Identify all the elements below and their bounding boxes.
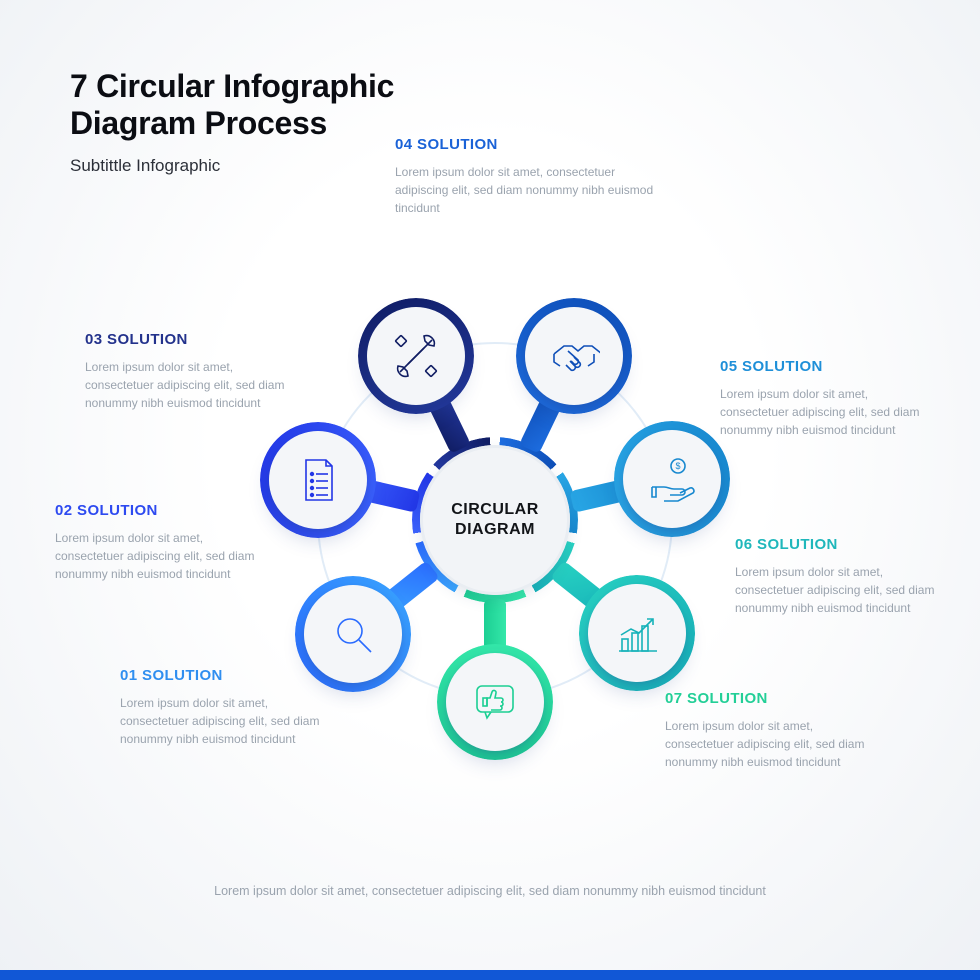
- hub: CIRCULAR DIAGRAM: [420, 445, 570, 595]
- document-list-icon: [292, 454, 344, 506]
- label-body-07: Lorem ipsum dolor sit amet, consectetuer…: [665, 717, 885, 771]
- node-07: [437, 644, 553, 760]
- label-body-04: Lorem ipsum dolor sit amet, consectetuer…: [395, 163, 655, 217]
- hub-label-2: DIAGRAM: [455, 521, 535, 538]
- node-03: [358, 298, 474, 414]
- label-07: 07 SOLUTION Lorem ipsum dolor sit amet, c…: [665, 688, 885, 771]
- label-04: 04 SOLUTION Lorem ipsum dolor sit amet, c…: [395, 134, 655, 217]
- label-06: 06 SOLUTION Lorem ipsum dolor sit amet, c…: [735, 534, 955, 617]
- node-04: [516, 298, 632, 414]
- node-02: [260, 422, 376, 538]
- label-01: 01 SOLUTION Lorem ipsum dolor sit amet, c…: [120, 665, 340, 748]
- diagram-stage: 01 SOLUTION Lorem ipsum dolor sit amet, c…: [0, 0, 980, 980]
- label-body-02: Lorem ipsum dolor sit amet, consectetuer…: [55, 529, 275, 583]
- label-05: 05 SOLUTION Lorem ipsum dolor sit amet, c…: [720, 356, 940, 439]
- label-body-05: Lorem ipsum dolor sit amet, consectetuer…: [720, 385, 940, 439]
- hand-coin-icon: [646, 453, 698, 505]
- label-title-01: 01 SOLUTION: [120, 665, 340, 688]
- node-face-02: [269, 431, 367, 529]
- label-body-06: Lorem ipsum dolor sit amet, consectetuer…: [735, 563, 955, 617]
- node-face-04: [525, 307, 623, 405]
- magnifier-icon: [327, 608, 379, 660]
- label-body-03: Lorem ipsum dolor sit amet, consectetuer…: [85, 358, 305, 412]
- handshake-icon: [548, 330, 600, 382]
- label-title-04: 04 SOLUTION: [395, 134, 655, 157]
- bottom-accent-bar: [0, 970, 980, 980]
- node-face-03: [367, 307, 465, 405]
- label-02: 02 SOLUTION Lorem ipsum dolor sit amet, c…: [55, 500, 275, 583]
- node-face-07: [446, 653, 544, 751]
- label-title-03: 03 SOLUTION: [85, 329, 305, 352]
- label-title-05: 05 SOLUTION: [720, 356, 940, 379]
- label-body-01: Lorem ipsum dolor sit amet, consectetuer…: [120, 694, 340, 748]
- footer-caption: Lorem ipsum dolor sit amet, consectetuer…: [0, 884, 980, 898]
- label-title-07: 07 SOLUTION: [665, 688, 885, 711]
- growth-chart-icon: [611, 607, 663, 659]
- thumbs-up-bubble-icon: [469, 676, 521, 728]
- label-title-02: 02 SOLUTION: [55, 500, 275, 523]
- tools-icon: [390, 330, 442, 382]
- label-03: 03 SOLUTION Lorem ipsum dolor sit amet, c…: [85, 329, 305, 412]
- node-06: [579, 575, 695, 691]
- node-05: [614, 421, 730, 537]
- label-title-06: 06 SOLUTION: [735, 534, 955, 557]
- hub-label-1: CIRCULAR: [451, 501, 539, 518]
